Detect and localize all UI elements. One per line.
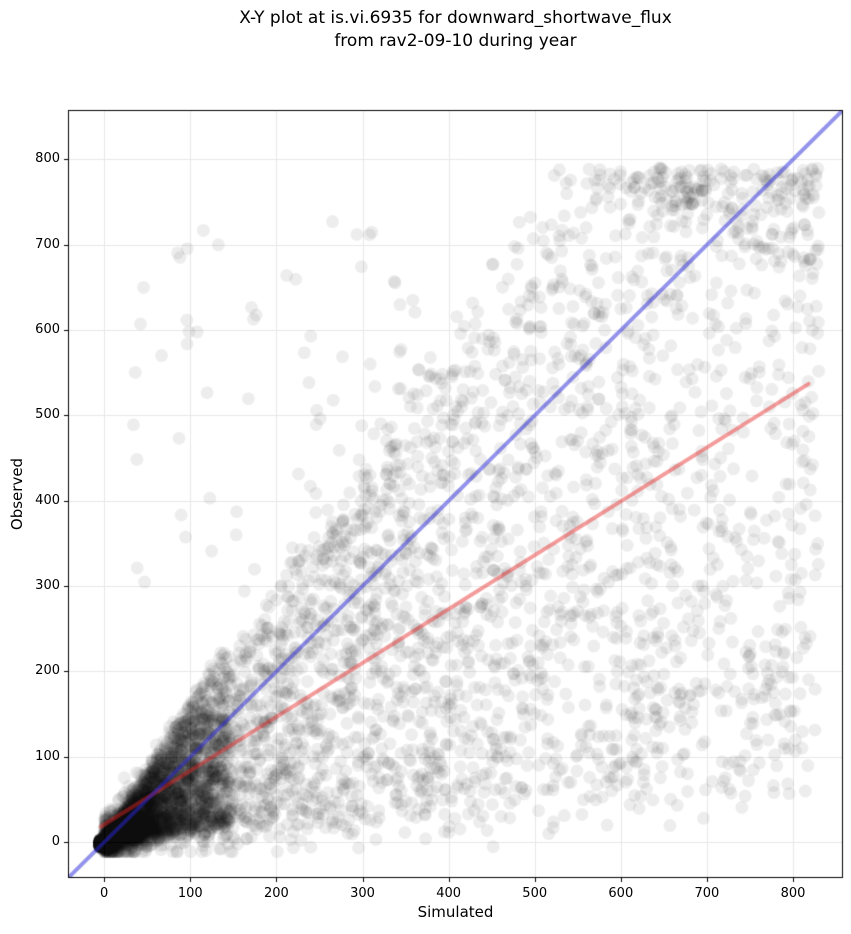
chart-title: X-Y plot at is.vi.6935 for downward_shor… [68,7,843,53]
y-tick-label: 200 [35,663,60,679]
x-tick-label: 600 [608,886,634,901]
x-tick-label: 500 [522,886,548,901]
x-axis-label: Simulated [417,903,494,921]
x-tick-label: 200 [263,886,289,901]
x-tick-label: 0 [100,886,109,901]
y-tick-label: 0 [51,834,60,850]
x-tick-label: 700 [694,886,720,901]
y-tick-label: 500 [35,407,60,423]
y-tick-label: 300 [35,578,60,594]
y-tick-label: 800 [35,151,60,167]
x-tick-label: 100 [177,886,203,901]
x-tick-label: 400 [436,886,462,901]
chart-title-line1: X-Y plot at is.vi.6935 for downward_shor… [239,8,672,28]
y-tick-label: 700 [35,236,60,252]
y-tick-label: 100 [35,748,60,764]
x-tick-label: 800 [780,886,806,901]
y-tick-label: 400 [35,492,60,508]
y-tick-label: 600 [35,322,60,338]
chart-title-line2: from rav2-09-10 during year [334,31,577,51]
x-tick-label: 300 [350,886,375,901]
